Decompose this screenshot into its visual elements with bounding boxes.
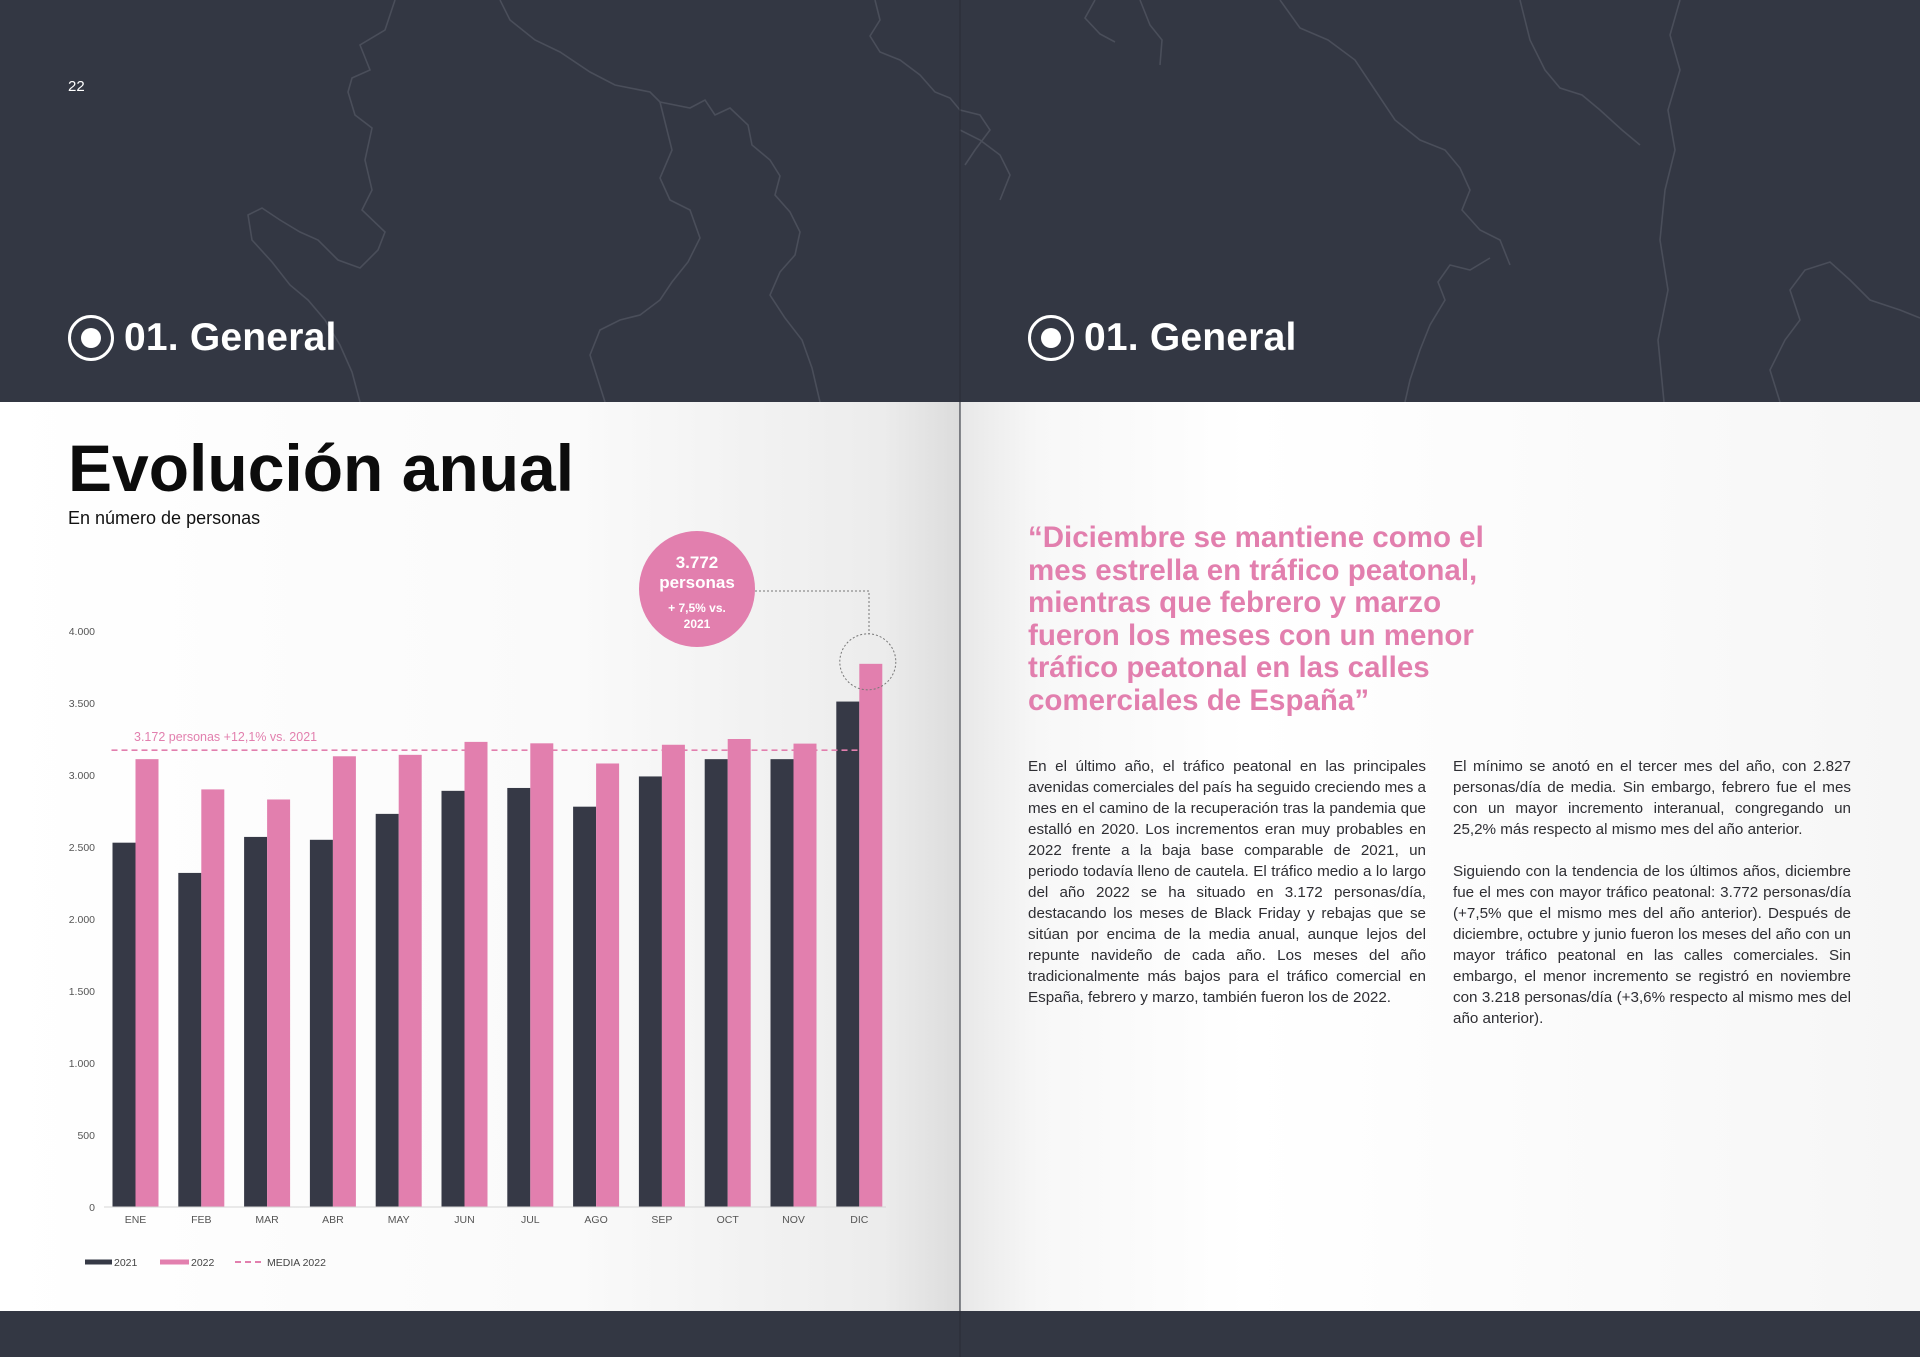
page-title: Evolución anual (68, 431, 575, 505)
x-tick-label: JUL (521, 1214, 540, 1226)
highlight-callout: 3.772 personas + 7,5% vs. 2021 (639, 531, 897, 691)
y-tick-label: 2.000 (69, 914, 95, 926)
x-tick-label: MAR (255, 1214, 279, 1226)
bar-2021-may (375, 813, 399, 1207)
section-heading-right: 01. General (1028, 315, 1297, 361)
body-paragraph: Siguiendo con la tendencia de los último… (1453, 863, 1851, 1027)
page-subtitle: En número de personas (68, 508, 261, 528)
bars (112, 663, 883, 1207)
world-map-outline (247, 0, 1920, 402)
body-column-1: En el último año, el tráfico peatonal en… (1028, 756, 1426, 1029)
bar-2021-dic (836, 701, 860, 1207)
bar-2021-ene (112, 842, 136, 1207)
x-tick-label: OCT (717, 1214, 740, 1226)
y-tick-label: 3.000 (69, 770, 95, 782)
bar-2022-abr (332, 756, 356, 1207)
bar-2021-jun (441, 790, 465, 1207)
bar-2022-jul (530, 743, 554, 1207)
bar-2021-nov (770, 759, 794, 1207)
callout-unit: personas (659, 573, 735, 592)
x-tick-label: ENE (125, 1214, 147, 1226)
average-line-group: 3.172 personas +12,1% vs. 2021 (111, 730, 861, 752)
bar-2022-feb (201, 789, 225, 1207)
x-tick-label: AGO (584, 1214, 607, 1226)
chart-legend: 2021 2022 MEDIA 2022 (85, 1257, 326, 1269)
callout-value: 3.772 (676, 553, 719, 572)
bar-2022-mar (267, 799, 291, 1207)
x-tick-label: NOV (782, 1214, 805, 1226)
section-label: 01. General (1084, 316, 1297, 359)
y-tick-label: 3.500 (69, 698, 95, 710)
bar-2021-jul (507, 787, 531, 1207)
section-label: 01. General (124, 316, 337, 359)
bar-2021-feb (178, 872, 202, 1207)
bar-2022-jun (464, 741, 488, 1207)
callout-change-line2: 2021 (684, 617, 711, 631)
callout-leader-line (755, 590, 870, 634)
bar-2022-sep (661, 744, 685, 1207)
bar-2022-nov (793, 743, 817, 1207)
pull-quote: “Diciembre se mantiene como el mes estre… (1028, 521, 1484, 717)
x-tick-label: DIC (850, 1214, 869, 1226)
bar-2021-sep (638, 776, 662, 1207)
bar-chart: 05001.0001.5002.0002.5003.0003.5004.000 … (69, 531, 897, 1269)
average-label: 3.172 personas +12,1% vs. 2021 (134, 730, 317, 744)
y-tick-label: 2.500 (69, 842, 95, 854)
legend-label-media: MEDIA 2022 (267, 1257, 326, 1269)
bar-2021-abr (309, 839, 333, 1207)
y-tick-label: 4.000 (69, 626, 95, 638)
target-circle-icon (68, 315, 114, 361)
body-paragraph: El mínimo se anotó en el tercer mes del … (1453, 758, 1851, 838)
page-number: 22 (68, 78, 85, 95)
bar-2022-oct (727, 739, 751, 1207)
body-paragraph: En el último año, el tráfico peatonal en… (1028, 758, 1426, 1006)
bar-2022-ene (135, 759, 159, 1207)
x-tick-label: MAY (388, 1214, 410, 1226)
body-column-2: El mínimo se anotó en el tercer mes del … (1453, 756, 1851, 1050)
y-tick-label: 1.500 (69, 986, 95, 998)
legend-label-2022: 2022 (191, 1257, 215, 1269)
x-tick-label: FEB (191, 1214, 211, 1226)
x-tick-label: ABR (322, 1214, 344, 1226)
x-axis: ENE FEB MAR ABR MAY JUN JUL AGO SEP OCT NOV DIC (125, 1214, 869, 1226)
spread-gutter (959, 0, 961, 1357)
target-circle-icon (1028, 315, 1074, 361)
y-axis: 0 500 1.000 1.500 2.000 2.500 3.000 3.500 4.000 (69, 626, 95, 1214)
bar-2021-ago (573, 806, 597, 1207)
highlight-ring (839, 633, 897, 691)
legend-label-2021: 2021 (114, 1257, 138, 1269)
x-tick-label: SEP (651, 1214, 672, 1226)
bar-2022-ago (596, 763, 620, 1207)
callout-change-line1: + 7,5% vs. (668, 601, 726, 615)
section-heading-left: 01. General (68, 315, 337, 361)
callout-bubble (639, 531, 755, 647)
bar-2021-oct (704, 759, 728, 1207)
x-tick-label: JUN (454, 1214, 474, 1226)
bar-2022-may (398, 754, 422, 1207)
bar-2022-dic (859, 663, 883, 1207)
y-tick-label: 0 (89, 1202, 95, 1214)
bar-2021-mar (244, 836, 268, 1207)
right-page (961, 402, 1920, 1311)
y-tick-label: 500 (77, 1130, 95, 1142)
y-tick-label: 1.000 (69, 1058, 95, 1070)
